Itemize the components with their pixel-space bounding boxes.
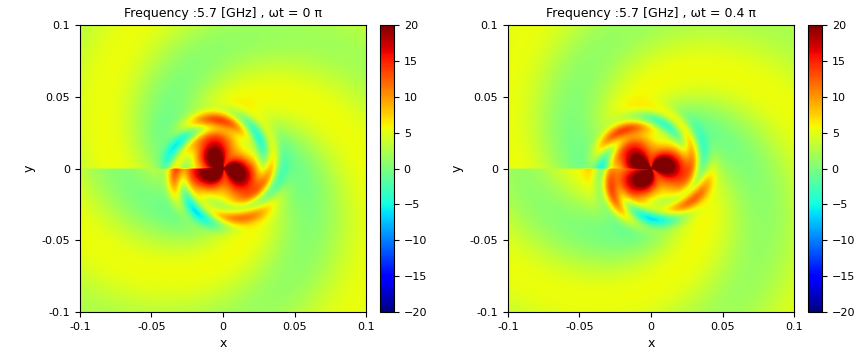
Title: Frequency :5.7 [GHz] , ωt = 0 π: Frequency :5.7 [GHz] , ωt = 0 π: [124, 7, 322, 20]
Title: Frequency :5.7 [GHz] , ωt = 0.4 π: Frequency :5.7 [GHz] , ωt = 0.4 π: [546, 7, 756, 20]
X-axis label: x: x: [219, 337, 227, 350]
Y-axis label: y: y: [451, 165, 464, 172]
X-axis label: x: x: [647, 337, 655, 350]
Y-axis label: y: y: [23, 165, 36, 172]
